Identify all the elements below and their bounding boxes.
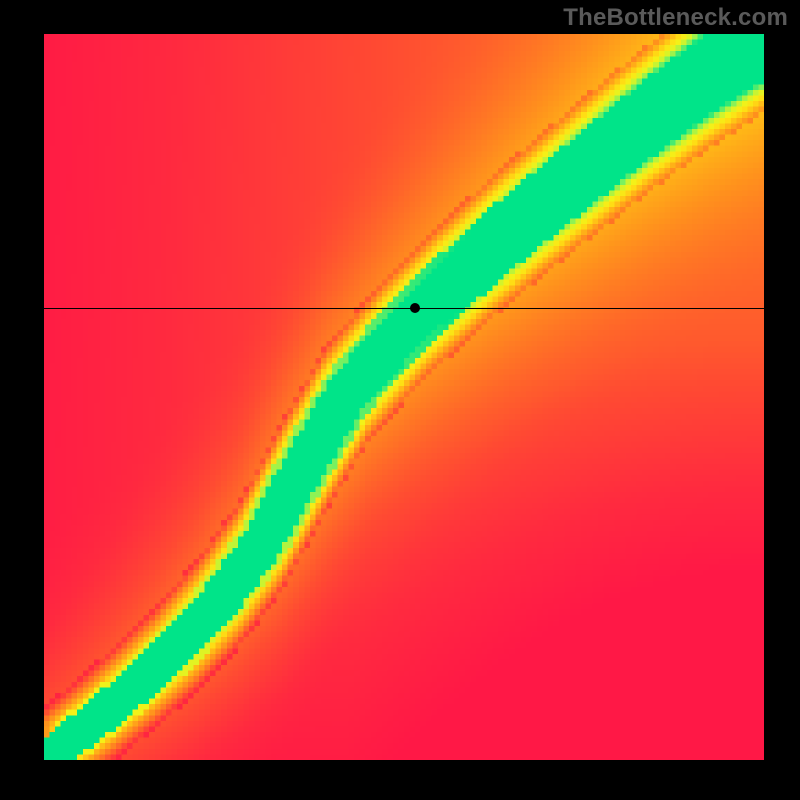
crosshair-marker	[410, 303, 420, 313]
crosshair-vertical	[415, 760, 416, 800]
heatmap-canvas	[44, 34, 764, 760]
crosshair-horizontal	[44, 308, 764, 309]
watermark-text: TheBottleneck.com	[563, 4, 788, 32]
outer-frame: TheBottleneck.com	[0, 0, 800, 800]
plot-area	[44, 34, 764, 760]
